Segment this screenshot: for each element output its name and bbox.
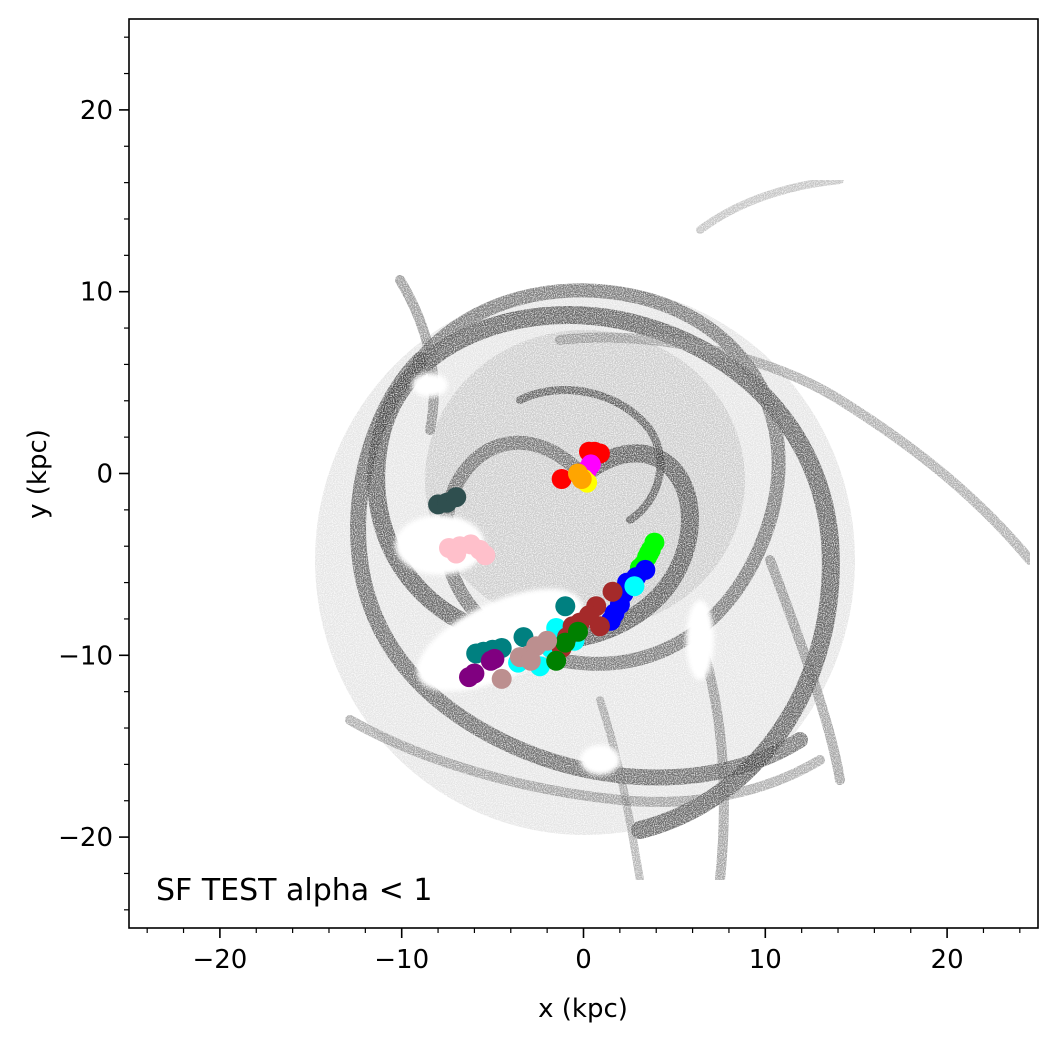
y-tick-labels: −20 −10 0 10 20 xyxy=(58,96,113,853)
x-axis-label: x (kpc) xyxy=(538,994,628,1024)
x-tick-labels: −20 −10 0 10 20 xyxy=(192,945,963,975)
x-tick-label: −20 xyxy=(192,945,247,975)
scatter-point xyxy=(555,632,576,653)
y-tick-label: −10 xyxy=(58,641,113,671)
scatter-point xyxy=(571,469,592,489)
galaxy-density-map xyxy=(315,176,1035,885)
y-tick-label: 0 xyxy=(96,460,113,490)
scatter-point xyxy=(537,630,558,651)
scatter-point xyxy=(520,650,541,671)
x-tick-label: 10 xyxy=(749,945,782,975)
x-tick-label: 0 xyxy=(575,945,592,975)
scatter-point xyxy=(555,596,576,617)
y-tick-label: −20 xyxy=(58,823,113,853)
y-tick-label: 10 xyxy=(80,278,113,308)
x-tick-label: 20 xyxy=(931,945,964,975)
plot-annotation: SF TEST alpha < 1 xyxy=(156,873,432,908)
scatter-point xyxy=(491,668,512,689)
scatter-point xyxy=(638,543,659,564)
scatter-point xyxy=(624,576,645,597)
scatter-point xyxy=(446,487,467,508)
scatter-point xyxy=(475,545,496,566)
scatter-point xyxy=(602,581,623,602)
y-axis-label: y (kpc) xyxy=(23,429,53,519)
scatter-point xyxy=(589,616,610,637)
x-tick-label: −10 xyxy=(374,945,429,975)
scatter-point xyxy=(464,663,485,684)
axis-ticks xyxy=(119,36,1021,938)
scatter-markers xyxy=(428,441,665,689)
scatter-point xyxy=(446,543,467,564)
scatter-point xyxy=(484,648,505,669)
scatter-point xyxy=(551,469,572,489)
scatter-point xyxy=(546,650,567,671)
y-tick-label: 20 xyxy=(80,96,113,126)
